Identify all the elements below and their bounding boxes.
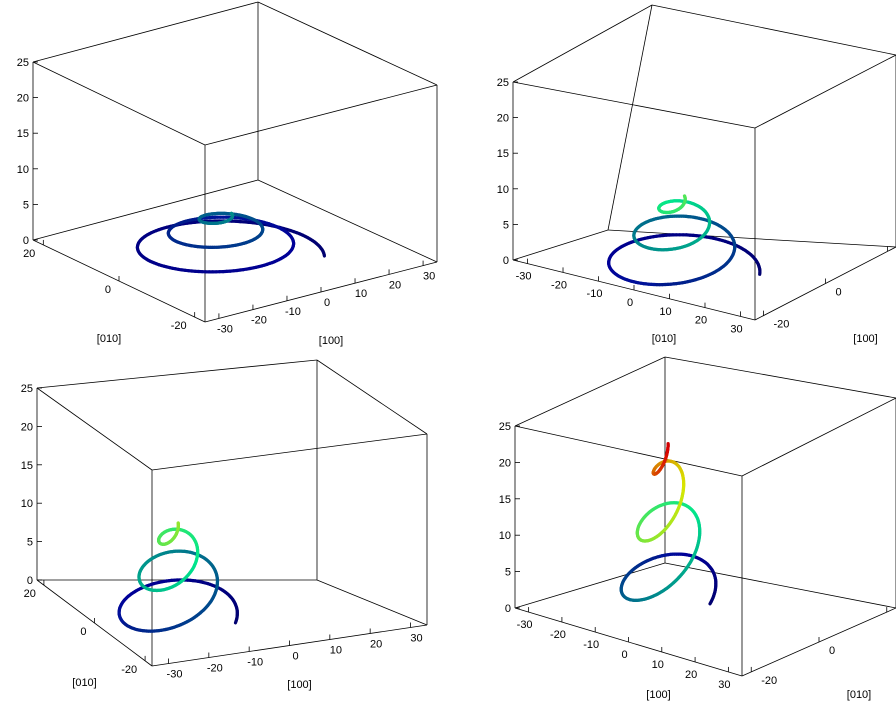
- z-tick-label: 20: [21, 421, 33, 433]
- axis-box-edge: [204, 84, 438, 146]
- y-tick-label: -20: [761, 675, 777, 687]
- axis-box-edge: [36, 359, 318, 389]
- axis-box-edge: [316, 579, 428, 626]
- x-tick-label: 20: [695, 315, 707, 327]
- y-tick-label: -20: [171, 320, 187, 332]
- y-tick-label: -20: [121, 664, 137, 676]
- x-tick-label: -10: [583, 639, 599, 651]
- z-tick-label: 25: [17, 57, 29, 69]
- x-tick-label: 0: [292, 651, 298, 663]
- z-tick-label: 20: [497, 113, 509, 125]
- x-tick-label: -30: [517, 619, 533, 631]
- axis-box-edge: [514, 356, 666, 427]
- axis-box-edge: [514, 562, 666, 609]
- axis-box-edge: [316, 359, 428, 435]
- y-axis-label: [010]: [847, 689, 871, 701]
- z-tick-label: 0: [23, 235, 29, 247]
- y-tick-label: 20: [23, 248, 35, 260]
- axis-box-edge: [32, 1, 259, 63]
- z-tick-label: 25: [497, 77, 509, 89]
- x-tick-label: -30: [217, 323, 233, 335]
- x-tick-label: -30: [167, 669, 183, 681]
- axis-box-edge: [512, 4, 653, 83]
- axis-box-edge: [754, 54, 896, 129]
- z-tick-label: 15: [497, 148, 509, 160]
- z-tick-label: 25: [21, 383, 33, 395]
- axis-box-edge: [651, 4, 896, 56]
- x-axis-label: [010]: [652, 333, 676, 345]
- axis-box-edge: [607, 229, 896, 248]
- z-tick-label: 5: [23, 199, 29, 211]
- z-tick-label: 5: [503, 219, 509, 231]
- y-tick-label: -20: [773, 319, 789, 331]
- axis-box-edge: [514, 425, 743, 477]
- z-tick-label: 20: [499, 457, 511, 469]
- axis-box-edge: [512, 229, 609, 261]
- x-tick-label: -10: [247, 657, 263, 669]
- axis-box-edge: [607, 4, 653, 231]
- z-tick-label: 5: [505, 567, 511, 579]
- x-tick-label: 0: [621, 649, 627, 661]
- z-tick-label: 5: [27, 537, 33, 549]
- z-tick-label: 0: [27, 575, 33, 587]
- axis-box-edge: [36, 387, 153, 471]
- axis-box-edge: [32, 61, 206, 146]
- x-tick-label: -10: [285, 306, 301, 318]
- y-axis-label: [010]: [72, 677, 96, 689]
- y-tick-label: 0: [80, 626, 86, 638]
- x-tick-label: -30: [516, 271, 532, 283]
- z-tick-label: 15: [17, 128, 29, 140]
- x-tick-label: -20: [251, 315, 267, 327]
- x-tick-label: 20: [370, 638, 382, 650]
- x-tick-label: 10: [659, 306, 671, 318]
- z-tick-label: 10: [21, 498, 33, 510]
- x-tick-label: 10: [652, 659, 664, 671]
- x-tick-label: 30: [718, 679, 730, 691]
- axis-box-edge: [257, 1, 438, 86]
- x-tick-label: -20: [550, 629, 566, 641]
- x-axis-label: [100]: [319, 335, 343, 347]
- z-tick-label: 10: [17, 164, 29, 176]
- x-tick-label: -10: [587, 288, 603, 300]
- z-tick-label: 10: [497, 184, 509, 196]
- y-axis-label: [010]: [97, 333, 121, 345]
- z-tick-label: 10: [499, 530, 511, 542]
- y-axis-label: [100]: [853, 333, 877, 345]
- x-tick-label: 10: [355, 288, 367, 300]
- axis-box-edge: [741, 397, 896, 477]
- x-axis-label: [100]: [287, 679, 311, 691]
- x-tick-label: 20: [685, 669, 697, 681]
- x-tick-label: 0: [324, 297, 330, 309]
- x-tick-label: 30: [410, 632, 422, 644]
- subplot-top-right: 0510152025-30-20-100102030-20020[010][10…: [497, 4, 896, 345]
- x-tick-label: -20: [551, 279, 567, 291]
- z-tick-label: 15: [499, 494, 511, 506]
- subplot-bottom-left: 0510152025-30-20-100102030200-20[100][01…: [21, 359, 428, 691]
- subplot-bottom-right: 0510152025-30-20-100102030-20020[100][01…: [499, 356, 896, 701]
- x-tick-label: 30: [423, 271, 435, 283]
- z-tick-label: 25: [499, 421, 511, 433]
- x-tick-label: 30: [730, 323, 742, 335]
- x-tick-label: 20: [389, 279, 401, 291]
- axis-box-edge: [257, 179, 438, 263]
- axis-box-edge: [664, 356, 896, 399]
- axis-box-edge: [151, 433, 428, 471]
- x-axis-label: [100]: [646, 689, 670, 701]
- x-tick-label: 0: [627, 297, 633, 309]
- x-tick-label: -20: [207, 663, 223, 675]
- axis-box-edge: [512, 81, 756, 129]
- y-tick-label: 20: [24, 588, 36, 600]
- z-tick-label: 0: [505, 603, 511, 615]
- z-tick-label: 20: [17, 93, 29, 105]
- axis-box-edge: [32, 179, 259, 241]
- z-tick-label: 15: [21, 460, 33, 472]
- y-tick-label: 0: [105, 284, 111, 296]
- x-tick-label: 10: [330, 644, 342, 656]
- y-tick-label: 0: [829, 645, 835, 657]
- axis-box-edge: [664, 562, 896, 609]
- y-tick-label: 0: [836, 287, 842, 299]
- subplot-top-left: 0510152025-30-20-100102030200-20[100][01…: [17, 1, 438, 347]
- z-tick-label: 0: [503, 255, 509, 267]
